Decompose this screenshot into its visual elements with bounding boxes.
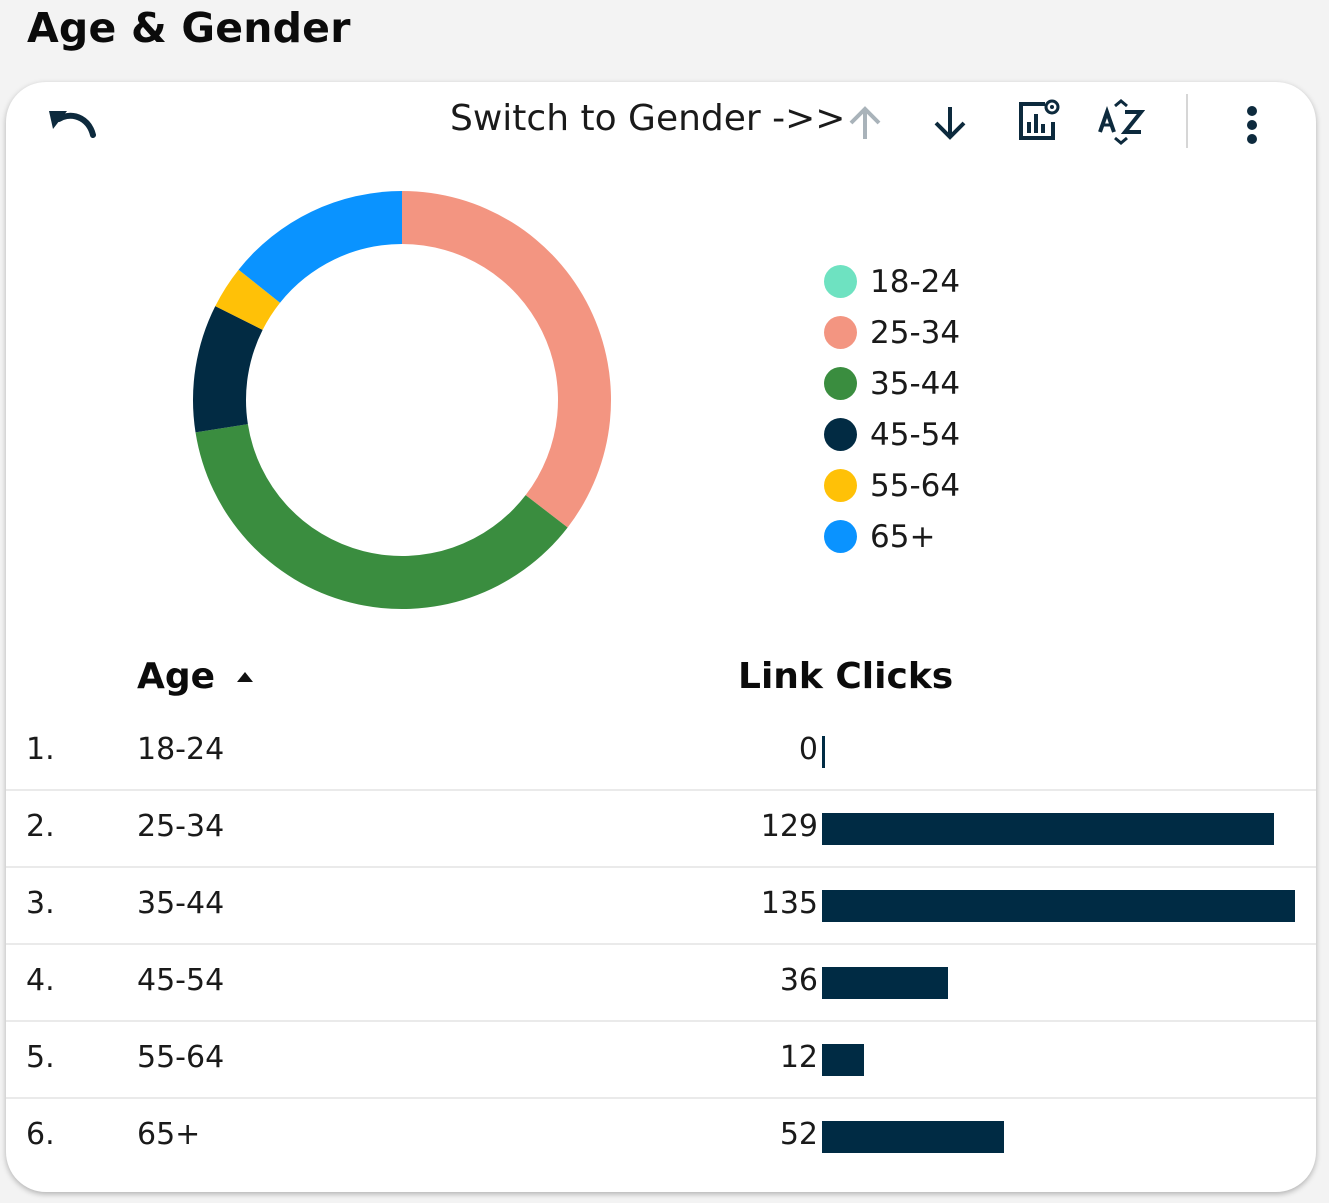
table-row[interactable]: 1. 18-24 0 — [6, 714, 1316, 791]
legend-swatch — [824, 367, 857, 400]
donut-slice-45-54[interactable] — [193, 306, 263, 433]
legend-item[interactable]: 25-34 — [824, 307, 960, 358]
drill-down-button[interactable] — [927, 100, 973, 146]
row-bar — [822, 967, 948, 999]
legend-swatch — [824, 520, 857, 553]
row-index: 6. — [26, 1117, 55, 1152]
legend-item[interactable]: 35-44 — [824, 358, 960, 409]
table-row[interactable]: 2. 25-34 129 — [6, 791, 1316, 868]
legend-item[interactable]: 45-54 — [824, 409, 960, 460]
more-options-button[interactable] — [1232, 100, 1272, 150]
chart-settings-button[interactable] — [1013, 96, 1063, 146]
chart-settings-icon — [1019, 99, 1060, 140]
legend-item[interactable]: 65+ — [824, 511, 960, 562]
row-index: 3. — [26, 886, 55, 921]
legend-item[interactable]: 55-64 — [824, 460, 960, 511]
row-link-clicks: 135 — [760, 886, 818, 921]
page-title: Age & Gender — [27, 4, 351, 52]
chart-card: Switch to Gender ->> — [6, 82, 1316, 1192]
toolbar-divider — [1186, 94, 1188, 148]
row-bar — [822, 813, 1274, 845]
legend-swatch — [824, 265, 857, 298]
legend-label: 25-34 — [870, 314, 961, 351]
undo-button[interactable] — [42, 100, 100, 144]
column-header-age-label: Age — [137, 656, 216, 697]
legend-swatch — [824, 316, 857, 349]
sort-az-icon — [1098, 99, 1145, 145]
donut-slice-25-34[interactable] — [402, 191, 611, 528]
legend-label: 45-54 — [870, 416, 961, 453]
donut-slice-65plus[interactable] — [238, 191, 402, 303]
more-vert-icon — [1247, 106, 1257, 144]
row-age: 35-44 — [137, 886, 225, 921]
row-age: 55-64 — [137, 1040, 225, 1075]
table-row[interactable]: 3. 35-44 135 — [6, 868, 1316, 945]
chart-legend: 18-24 25-34 35-44 45-54 55-64 65+ — [824, 256, 960, 562]
sort-az-button[interactable] — [1096, 96, 1146, 148]
row-link-clicks: 129 — [760, 809, 818, 844]
row-index: 5. — [26, 1040, 55, 1075]
legend-swatch — [824, 469, 857, 502]
donut-slice-35-44[interactable] — [195, 424, 568, 609]
legend-item[interactable]: 18-24 — [824, 256, 960, 307]
donut-chart — [193, 191, 611, 609]
row-bar — [822, 1121, 1004, 1153]
donut-slice-55-64[interactable] — [215, 269, 281, 330]
row-link-clicks: 36 — [779, 963, 818, 998]
table-row[interactable]: 5. 55-64 12 — [6, 1022, 1316, 1099]
column-header-age[interactable]: Age — [137, 656, 254, 697]
row-age: 18-24 — [137, 732, 225, 767]
row-index: 1. — [26, 732, 55, 767]
row-link-clicks: 52 — [779, 1117, 818, 1152]
legend-label: 18-24 — [870, 263, 961, 300]
legend-label: 35-44 — [870, 365, 961, 402]
arrow-up-icon — [849, 106, 881, 139]
table-row[interactable]: 6. 65+ 52 — [6, 1099, 1316, 1176]
column-header-link-clicks[interactable]: Link Clicks — [738, 656, 954, 697]
drill-up-button[interactable] — [842, 100, 888, 146]
row-link-clicks: 0 — [798, 732, 818, 767]
row-link-clicks: 12 — [779, 1040, 818, 1075]
row-bar — [822, 736, 825, 768]
switch-to-gender-button[interactable]: Switch to Gender ->> — [450, 98, 846, 139]
table-body: 1. 18-24 0 2. 25-34 129 3. 35-44 135 4. 45-54 36 5. 5… — [6, 714, 1316, 1176]
row-index: 4. — [26, 963, 55, 998]
sort-ascending-icon — [237, 671, 254, 682]
row-bar — [822, 890, 1295, 922]
undo-icon — [49, 111, 96, 138]
row-index: 2. — [26, 809, 55, 844]
row-age: 25-34 — [137, 809, 225, 844]
legend-label: 55-64 — [870, 467, 961, 504]
row-age: 45-54 — [137, 963, 225, 998]
arrow-down-icon — [934, 107, 966, 140]
table-row[interactable]: 4. 45-54 36 — [6, 945, 1316, 1022]
legend-label: 65+ — [870, 518, 936, 555]
row-age: 65+ — [137, 1117, 201, 1152]
legend-swatch — [824, 418, 857, 451]
row-bar — [822, 1044, 864, 1076]
